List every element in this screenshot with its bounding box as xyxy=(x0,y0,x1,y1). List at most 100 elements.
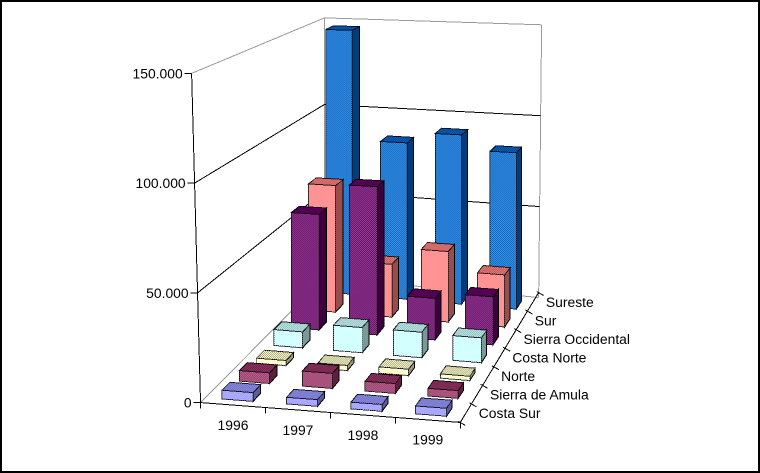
bar-top-dither xyxy=(465,287,499,297)
bar-front-dither xyxy=(440,373,470,381)
bar-sierra-de-amula-1996[interactable] xyxy=(238,362,279,385)
series-label-norte: Norte xyxy=(501,368,535,384)
bar-top-dither xyxy=(291,206,327,215)
bar-norte-1998[interactable] xyxy=(378,358,416,378)
bar-top-dither xyxy=(325,25,360,31)
bar-top-dither xyxy=(349,179,384,187)
bar-top-dither xyxy=(421,242,455,252)
bar-front-dither xyxy=(286,397,318,407)
bar-side-face xyxy=(447,243,455,324)
bar-norte-1999[interactable] xyxy=(439,365,476,383)
category-label-1998: 1998 xyxy=(347,427,378,443)
bar-front-dither xyxy=(393,329,422,358)
bar-top-dither xyxy=(256,350,294,361)
bar-top-dither xyxy=(308,177,344,186)
bar-side-face xyxy=(376,179,385,337)
bar-top-dither xyxy=(333,317,369,328)
bar-front-dither xyxy=(291,212,320,330)
bar-costa-sur-1996[interactable] xyxy=(221,381,262,403)
bar-costa-sur-1998[interactable] xyxy=(350,393,389,413)
bar-top-dither xyxy=(318,355,355,366)
bar-top-dither xyxy=(222,382,261,393)
bar-top-dither xyxy=(435,128,468,135)
bar-sierra-occidental-1996[interactable] xyxy=(290,205,328,332)
bar-norte-1997[interactable] xyxy=(317,354,356,372)
bar-costa-norte-1998[interactable] xyxy=(392,321,429,360)
bar-front-dither xyxy=(365,381,396,394)
bar-costa-norte-1999[interactable] xyxy=(451,327,488,365)
bar-top-dither xyxy=(393,322,428,333)
bar-front-dither xyxy=(415,405,447,417)
bar-top-dither xyxy=(440,365,476,377)
bars xyxy=(221,25,523,418)
bar-costa-sur-1999[interactable] xyxy=(414,397,453,418)
series-label-costa-sur: Costa Sur xyxy=(479,405,541,421)
bar-sierra-occidental-1997[interactable] xyxy=(347,178,386,337)
bar-front-dither xyxy=(222,390,254,402)
value-tick-label-0: 0 xyxy=(184,395,192,411)
bar-front-dither xyxy=(349,185,378,335)
left-wall-top-edge xyxy=(191,17,325,74)
bar-top-dither xyxy=(274,321,310,332)
series-label-sierra-de-amula: Sierra de Amula xyxy=(490,387,589,403)
series-label-sierra-occidental: Sierra Occidental xyxy=(524,331,630,347)
gridline-100.000 xyxy=(194,103,541,184)
right-corner-edge xyxy=(538,24,543,298)
bar-front-dither xyxy=(428,388,459,399)
bar-side-face xyxy=(318,206,328,332)
bar-top-dither xyxy=(239,362,278,373)
axis-labels: 0 50.000 100.000 150.000 1996 1997 1998 1999 Cos… xyxy=(133,65,630,447)
bar-top-dither xyxy=(477,265,510,275)
series-axis-tick xyxy=(469,402,477,408)
bar-side-face xyxy=(515,146,522,311)
series-axis-tick xyxy=(514,328,522,334)
bar-front-dither xyxy=(333,325,363,353)
bar-front-dither xyxy=(452,335,482,363)
bar-side-face xyxy=(461,128,469,306)
bar-side-face xyxy=(335,178,344,314)
bar-top-dither xyxy=(302,363,340,374)
series-axis-tick xyxy=(458,420,466,426)
bar-top-dither xyxy=(452,328,487,338)
bar-front-dither xyxy=(302,371,333,389)
series-axis-tick xyxy=(480,383,488,389)
series-label-costa-norte: Costa Norte xyxy=(512,349,586,365)
bar-top-dither xyxy=(351,394,389,405)
bar-side-face xyxy=(434,289,442,342)
bar-top-dither xyxy=(407,288,442,299)
value-axis xyxy=(191,73,202,403)
series-axis-tick xyxy=(525,309,533,315)
value-tick-label-3: 150.000 xyxy=(133,65,183,81)
value-tick-label-2: 100.000 xyxy=(136,175,186,191)
series-label-sureste: Sureste xyxy=(546,294,594,310)
series-axis-tick xyxy=(502,346,511,352)
series-label-sur: Sur xyxy=(535,312,557,328)
bar-side-face xyxy=(406,136,415,301)
series-axis xyxy=(459,292,540,423)
bar-front-dither xyxy=(274,329,303,348)
bar-costa-sur-1997[interactable] xyxy=(285,388,326,408)
bar-sierra-de-amula-1999[interactable] xyxy=(427,379,465,400)
bar-top-dither xyxy=(490,145,522,153)
bar-top-dither xyxy=(380,135,414,143)
bar-costa-norte-1996[interactable] xyxy=(272,321,312,350)
bar-side-face xyxy=(504,266,511,329)
bar-sierra-de-amula-1998[interactable] xyxy=(364,372,403,395)
bar-costa-norte-1997[interactable] xyxy=(332,317,370,355)
back-wall-top-edge xyxy=(324,17,542,26)
bar-top-dither xyxy=(286,389,325,400)
bar-top-dither xyxy=(365,373,402,384)
bar-side-face xyxy=(391,255,400,319)
category-label-1997: 1997 xyxy=(283,422,314,438)
series-axis-tick xyxy=(491,365,500,371)
bar-top-dither xyxy=(428,380,464,391)
value-tick-label-1: 50.000 xyxy=(146,285,189,301)
axes xyxy=(184,72,544,429)
bar-norte-1996[interactable] xyxy=(255,349,295,367)
category-label-1999: 1999 xyxy=(412,432,443,448)
bar-front-dither xyxy=(239,370,270,384)
bar-sierra-de-amula-1997[interactable] xyxy=(301,362,341,390)
bar-front-dither xyxy=(351,402,383,412)
